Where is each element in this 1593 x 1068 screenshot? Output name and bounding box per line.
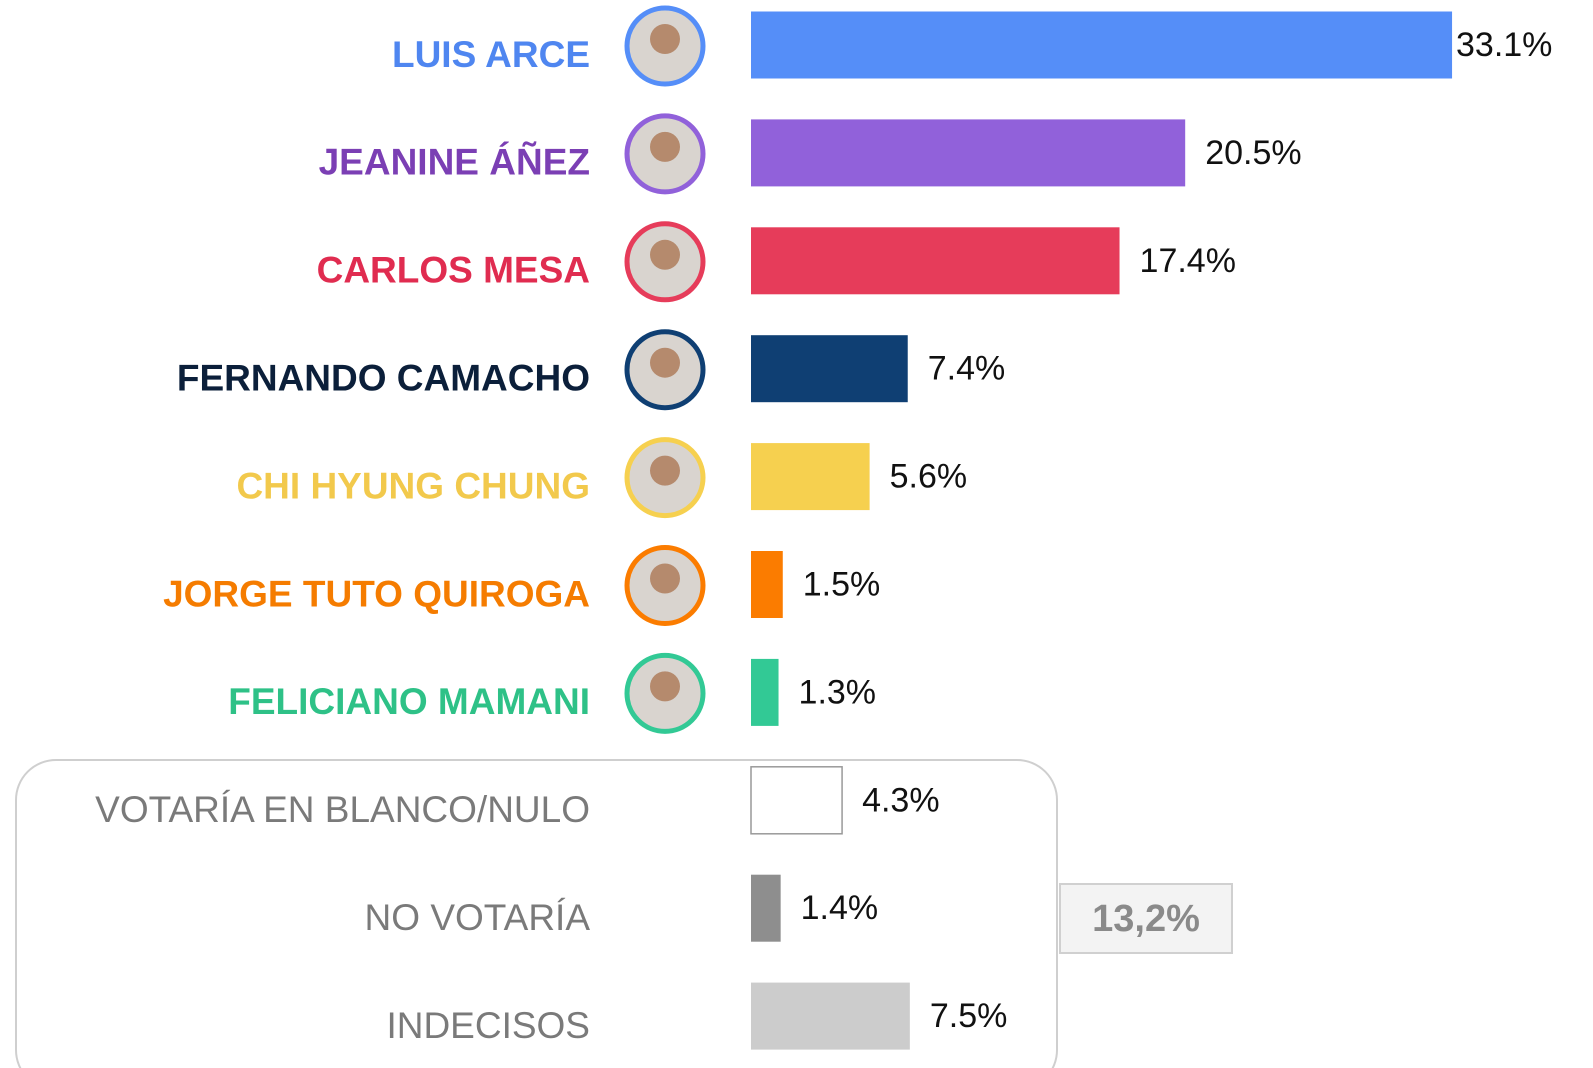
category-label: VOTARÍA EN BLANCO/NULO [95, 789, 590, 830]
category-label: CARLOS MESA [317, 250, 590, 291]
value-label: 1.4% [801, 889, 879, 927]
portrait-head [650, 563, 680, 594]
bar [751, 874, 781, 942]
bar [751, 551, 783, 618]
category-label: FERNANDO CAMACHO [177, 357, 590, 398]
bar [750, 766, 843, 835]
category-label: JEANINE ÁÑEZ [319, 141, 590, 183]
value-label: 5.6% [890, 458, 968, 496]
bar [751, 335, 908, 403]
portrait-head [650, 347, 680, 378]
category-label: JORGE TUTO QUIROGA [163, 573, 590, 614]
annotation: 13,2% [1092, 898, 1200, 940]
group-box [15, 759, 1058, 1068]
annotation-box [1059, 883, 1233, 954]
value-label: 1.5% [803, 565, 881, 603]
bar [751, 443, 870, 511]
portrait-head [650, 671, 680, 702]
bar [751, 119, 1186, 187]
value-label: 17.4% [1140, 242, 1236, 280]
value-label: 1.3% [799, 673, 877, 711]
bar [751, 227, 1120, 295]
value-label: 7.4% [928, 350, 1006, 388]
value-label: 33.1% [1456, 26, 1552, 64]
bar [751, 11, 1453, 79]
portrait-head [650, 239, 680, 270]
bar [751, 982, 910, 1050]
category-label: INDECISOS [386, 1005, 590, 1046]
category-label: FELICIANO MAMANI [228, 681, 590, 722]
value-label: 20.5% [1205, 134, 1301, 172]
value-label: 4.3% [862, 781, 940, 819]
category-label: CHI HYUNG CHUNG [236, 465, 590, 506]
portrait-head [650, 131, 680, 162]
portrait-head [650, 24, 680, 54]
category-label: NO VOTARÍA [365, 897, 591, 938]
portrait-head [650, 455, 680, 486]
bar [751, 658, 779, 726]
value-label: 7.5% [930, 997, 1008, 1035]
category-label: LUIS ARCE [392, 34, 590, 75]
